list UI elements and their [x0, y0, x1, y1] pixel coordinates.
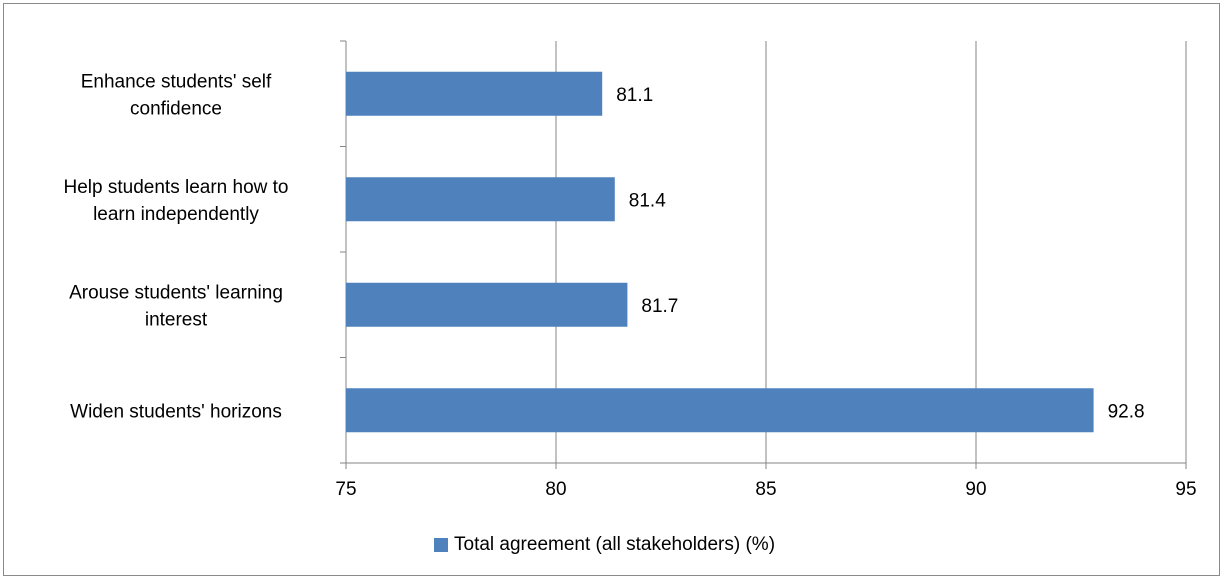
data-label: 81.7 — [641, 296, 678, 317]
category-label: Help students learn how to — [64, 177, 289, 198]
category-label: interest — [145, 309, 208, 330]
x-tick-label: 80 — [545, 479, 566, 500]
data-label: 81.1 — [616, 85, 653, 106]
legend: Total agreement (all stakeholders) (%) — [434, 533, 775, 557]
bar — [346, 388, 1094, 433]
category-label: Arouse students' learning — [69, 282, 283, 303]
x-tick-label: 75 — [335, 479, 356, 500]
category-label: Enhance students' self — [81, 71, 272, 92]
x-tick-label: 85 — [755, 479, 776, 500]
category-label: Widen students' horizons — [70, 401, 282, 422]
legend-swatch — [434, 538, 448, 552]
x-tick-label: 95 — [1175, 479, 1196, 500]
legend-label: Total agreement (all stakeholders) (%) — [454, 534, 776, 555]
bar — [346, 282, 628, 327]
data-label: 81.4 — [629, 190, 666, 211]
bar — [346, 177, 615, 222]
category-label: confidence — [130, 98, 222, 119]
x-tick-label: 90 — [965, 479, 986, 500]
category-label: learn independently — [93, 204, 259, 225]
bar — [346, 71, 603, 116]
data-label: 92.8 — [1108, 401, 1145, 422]
